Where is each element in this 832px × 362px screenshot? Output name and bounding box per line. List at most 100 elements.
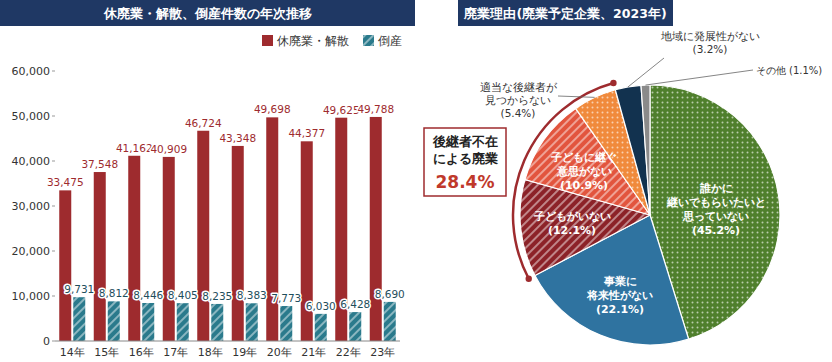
bar — [211, 304, 223, 341]
data-label: 8,405 — [168, 289, 198, 301]
x-tick-label: 22年 — [336, 346, 361, 359]
y-tick — [52, 341, 55, 342]
data-label: 8,690 — [375, 288, 405, 300]
x-tick-label: 18年 — [198, 346, 223, 359]
data-label: 8,446 — [133, 289, 163, 301]
data-label: 8,383 — [237, 289, 267, 301]
chart-title: 休廃業・解散、倒産件数の年次推移 — [103, 6, 312, 21]
pie-slice — [615, 85, 650, 215]
leader-line — [646, 70, 753, 85]
y-tick-label: 40,000 — [12, 155, 51, 168]
y-tick — [52, 71, 55, 72]
bar — [246, 303, 258, 341]
bar — [142, 303, 154, 341]
data-label: 49,698 — [254, 103, 291, 115]
y-tick — [52, 296, 55, 297]
bar — [128, 156, 140, 341]
bar — [315, 314, 327, 341]
slice-value-label: (5.4%) — [501, 107, 536, 119]
pie-slice — [641, 85, 650, 215]
x-tick-label: 19年 — [232, 346, 257, 359]
slice-label-line: 継いでもらいたいと — [666, 196, 766, 209]
slice-value-label: (10.9%) — [560, 179, 608, 192]
slice-label-line: 地域に発展性がない — [660, 30, 760, 42]
y-tick-label: 0 — [43, 335, 50, 348]
annotation-box — [424, 128, 506, 196]
bar — [232, 146, 244, 341]
bar — [59, 190, 71, 341]
y-tick — [52, 116, 55, 117]
slice-value-label: (45.2%) — [692, 224, 740, 237]
legend-swatch — [262, 35, 273, 46]
y-tick-label: 20,000 — [12, 245, 51, 258]
bar-marks — [59, 117, 396, 341]
slice-label: 子どもがいない — [533, 210, 611, 223]
annotation-text: 後継者不在による廃業 — [432, 134, 498, 166]
slice-label-line: 誰かに — [699, 182, 733, 195]
slice-label: 子どもに継ぐ意思がない — [550, 151, 617, 178]
slice-label: 事業に将来性がない — [586, 275, 653, 302]
y-tick — [52, 206, 55, 207]
x-tick-label: 20年 — [267, 346, 292, 359]
bar — [177, 303, 189, 341]
x-tick-label: 17年 — [163, 346, 188, 359]
slice-label-line: 適当な後継者が — [480, 81, 558, 93]
pie-chart: 廃業理由(廃業予定企業、2023年)後継者不在による廃業28.4%誰かに継いでも… — [424, 0, 822, 345]
data-label: 49,625 — [323, 104, 360, 116]
y-tick-label: 60,000 — [12, 65, 51, 78]
legend-label: 倒産 — [378, 34, 402, 48]
data-label: 41,162 — [116, 142, 153, 154]
y-tick-label: 10,000 — [12, 290, 51, 303]
slice-label-line: 思っていない — [682, 210, 749, 223]
data-label: 44,377 — [288, 127, 325, 139]
y-tick-label: 30,000 — [12, 200, 51, 213]
leader-line — [628, 58, 664, 87]
x-tick-label: 15年 — [94, 346, 119, 359]
bar-chart: 休廃業・解散、倒産件数の年次推移 0 10,000 20,000 30,000 40,00… — [0, 0, 415, 359]
slice-value-label: (12.1%) — [548, 224, 596, 237]
data-label: 6,428 — [340, 298, 370, 310]
slice-value-label: (3.2%) — [693, 43, 728, 55]
slice-label: 適当な後継者が見つからない — [480, 81, 558, 106]
bar — [197, 131, 209, 341]
annotation-dot — [526, 276, 532, 282]
bar — [108, 301, 120, 341]
data-label: 37,548 — [81, 158, 118, 170]
title-band — [0, 0, 415, 26]
annotation-dot — [610, 80, 616, 86]
bar — [349, 312, 361, 341]
slice-label-line: 子どもがいない — [533, 210, 611, 223]
bar — [266, 117, 278, 341]
data-label: 46,724 — [185, 117, 222, 129]
title-band — [458, 0, 673, 26]
legend-label: 休廃業・解散 — [277, 34, 349, 48]
leader-line — [558, 96, 595, 97]
data-label: 40,909 — [150, 143, 187, 155]
data-label: 9,731 — [64, 283, 94, 295]
data-label: 33,475 — [47, 176, 84, 188]
slice-label: 地域に発展性がない — [660, 30, 760, 42]
chart-canvas: 休廃業・解散、倒産件数の年次推移 0 10,000 20,000 30,000 40,00… — [0, 0, 832, 362]
bar — [94, 172, 106, 341]
x-tick-label: 14年 — [60, 346, 85, 359]
data-label: 8,812 — [99, 287, 129, 299]
data-label: 43,348 — [219, 132, 256, 144]
bar — [163, 157, 175, 341]
x-tick-label: 21年 — [301, 346, 326, 359]
bar — [73, 297, 85, 341]
legend-swatch — [363, 35, 374, 46]
bar — [370, 117, 382, 341]
data-label: 6,030 — [306, 300, 336, 312]
annotation-line: による廃業 — [433, 151, 498, 166]
bar — [384, 302, 396, 341]
annotation-line: 後継者不在 — [432, 134, 498, 149]
y-tick — [52, 161, 55, 162]
y-tick-label: 50,000 — [12, 110, 51, 123]
slice-value-label: (22.1%) — [596, 303, 644, 316]
slice-label-line: 将来性がない — [586, 289, 653, 302]
data-label: 7,773 — [271, 292, 301, 304]
slice-label-line: 見つからない — [485, 94, 551, 106]
slice-value-label: (1.1%) — [789, 65, 822, 76]
chart-title: 廃業理由(廃業予定企業、2023年) — [463, 6, 666, 21]
data-label: 8,235 — [202, 290, 232, 302]
